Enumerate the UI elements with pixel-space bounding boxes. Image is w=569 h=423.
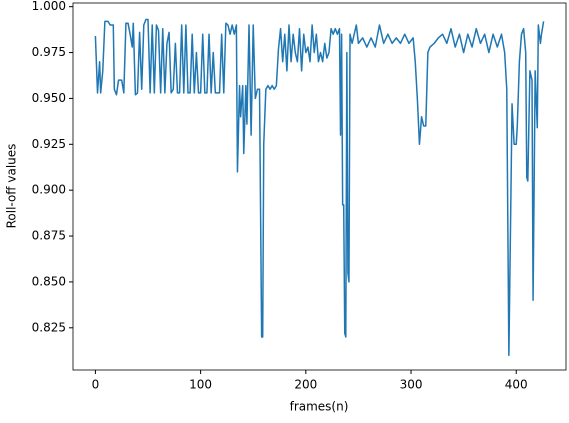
y-tick-label: 0.850 [32,274,66,288]
x-tick-label: 100 [189,378,212,392]
x-tick-label: 300 [400,378,423,392]
y-tick-label: 1.000 [32,0,66,13]
y-tick-label: 0.875 [32,229,66,243]
y-axis-label: Roll-off values [5,144,19,229]
y-tick-label: 0.925 [32,137,66,151]
x-tick-label: 0 [92,378,100,392]
y-tick-label: 0.825 [32,320,66,334]
y-tick-label: 0.900 [32,183,66,197]
y-tick-label: 0.975 [32,45,66,59]
plot-frame [72,2,567,371]
y-tick-label: 0.950 [32,91,66,105]
x-axis-label: frames(n) [290,400,349,414]
x-tick-label: 200 [294,378,317,392]
data-line [94,18,545,357]
x-tick-label: 400 [505,378,528,392]
